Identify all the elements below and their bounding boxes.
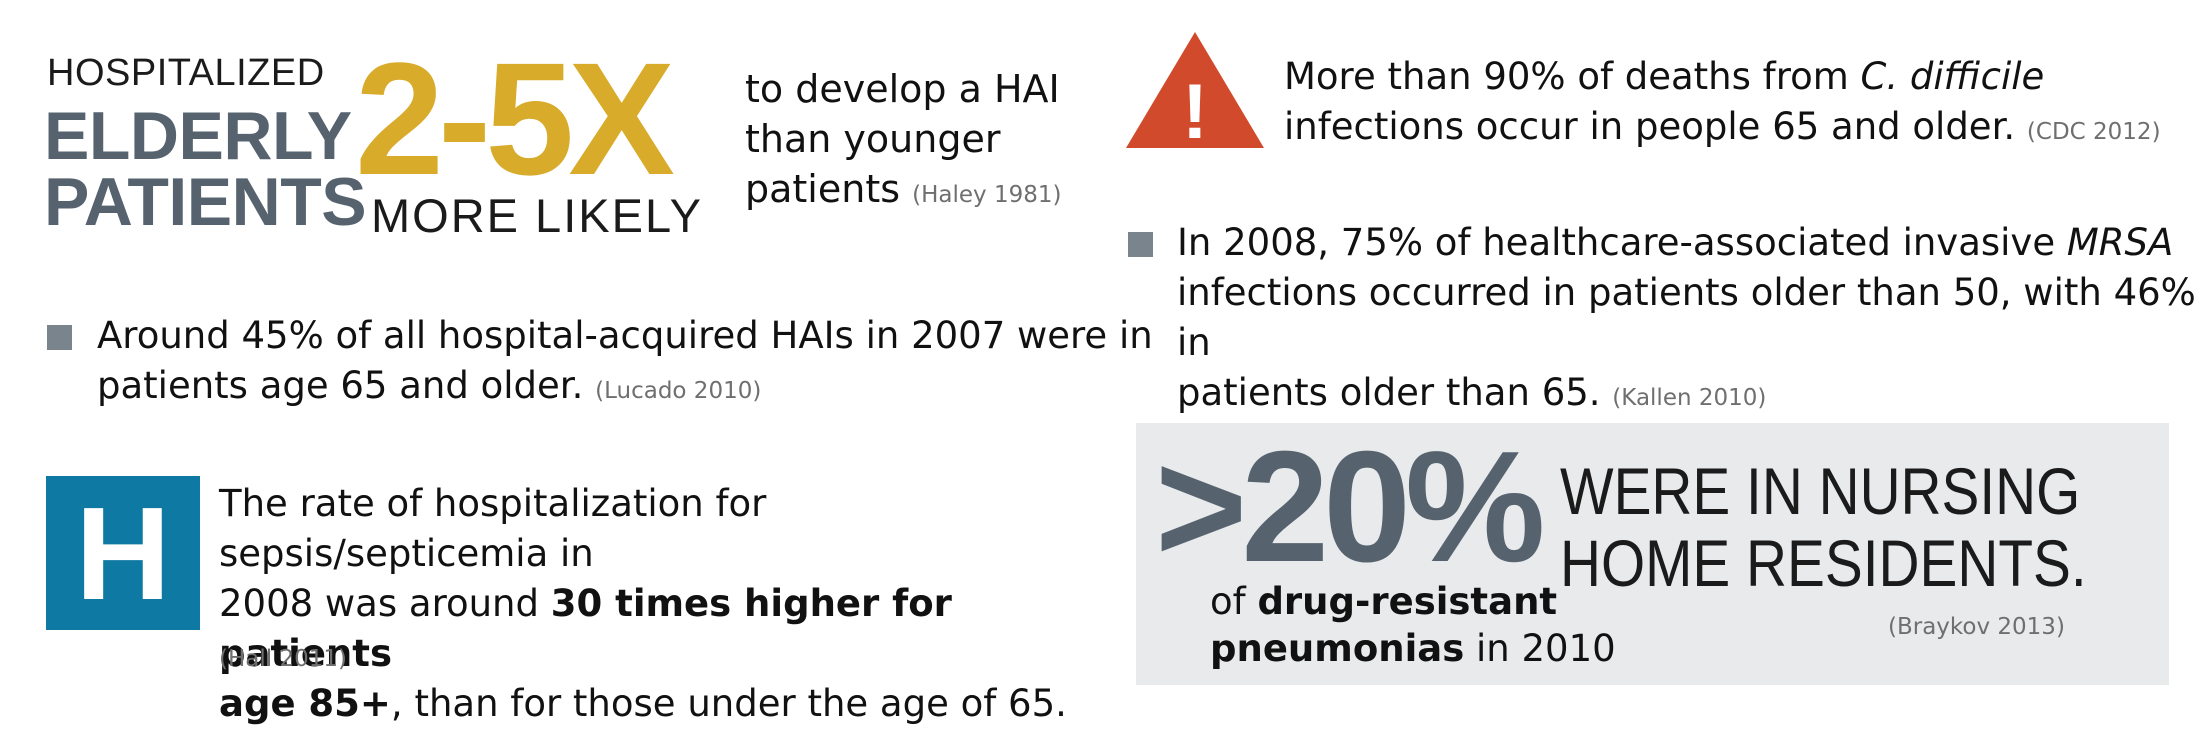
headline-line: HOME RESIDENTS. <box>1560 526 2087 600</box>
hai-line-3: patients (Haley 1981) <box>745 167 1062 211</box>
percent-stat: >20% <box>1155 419 1546 595</box>
more-likely-label: MORE LIKELY <box>371 189 703 242</box>
warning-exclamation: ! <box>1182 67 1208 150</box>
cdiff-paragraph: More than 90% of deaths from C. difficil… <box>1284 52 2161 157</box>
patients-word: PATIENTS <box>44 164 367 240</box>
caption-line: of drug-resistant <box>1210 580 1558 623</box>
paragraph-line: age 85+, than for those under the age of… <box>219 682 1067 725</box>
citation: (Hall 2011) <box>219 646 347 672</box>
drug-resistant-caption: of drug-resistant pneumonias in 2010 <box>1210 578 1616 672</box>
headline-line: WERE IN NURSING <box>1560 454 2081 528</box>
mrsa-paragraph: In 2008, 75% of healthcare-associated in… <box>1177 218 2207 423</box>
elderly-patients-label: ELDERLY PATIENTS <box>44 98 367 240</box>
citation: (Braykov 2013) <box>1888 614 2065 640</box>
paragraph-line: patients age 65 and older. (Lucado 2010) <box>97 364 762 407</box>
emphasis-text: 30 times higher for patients <box>219 582 952 675</box>
hai-likelihood-text: to develop a HAI than younger patients (… <box>745 64 1061 220</box>
hospital-icon: H <box>46 476 200 630</box>
warning-icon: ! <box>1124 30 1266 155</box>
hospitalized-label: HOSPITALIZED <box>47 52 325 94</box>
paragraph-line: infections occurred in patients older th… <box>1177 271 2196 364</box>
paragraph-line: infections occur in people 65 and older.… <box>1284 105 2161 148</box>
paragraph-line: In 2008, 75% of healthcare-associated in… <box>1177 221 2174 264</box>
multiplier-stat: 2-5X <box>355 29 675 208</box>
emphasis-text: age 85+ <box>219 682 391 725</box>
paragraph-line: 2008 was around 30 times higher for pati… <box>219 582 952 675</box>
bullet-square <box>1128 232 1153 257</box>
hai-share-paragraph: Around 45% of all hospital-acquired HAIs… <box>97 311 1153 416</box>
paragraph-line: More than 90% of deaths from C. difficil… <box>1284 55 2045 98</box>
hai-line-2: than younger <box>745 117 1001 161</box>
caption-line: pneumonias in 2010 <box>1210 627 1616 670</box>
hospital-h-letter: H <box>75 479 171 627</box>
paragraph-line: patients older than 65. (Kallen 2010) <box>1177 371 1767 414</box>
citation: (Lucado 2010) <box>595 378 762 404</box>
italic-term: MRSA <box>2066 221 2174 264</box>
nursing-home-headline: WERE IN NURSING HOME RESIDENTS. <box>1560 455 2087 599</box>
citation: (Haley 1981) <box>912 182 1062 208</box>
nursing-home-panel <box>1136 423 2169 685</box>
citation: (Kallen 2010) <box>1612 385 1767 411</box>
sepsis-paragraph: The rate of hospitalization for sepsis/s… <box>219 479 1099 729</box>
italic-term: C. difficile <box>1860 55 2045 98</box>
paragraph-line: Around 45% of all hospital-acquired HAIs… <box>97 314 1153 357</box>
bullet-square <box>47 325 72 350</box>
elderly-word: ELDERLY <box>44 98 352 174</box>
paragraph-line: The rate of hospitalization for sepsis/s… <box>219 482 767 575</box>
citation: (CDC 2012) <box>2026 119 2161 145</box>
hai-line-1: to develop a HAI <box>745 67 1060 111</box>
